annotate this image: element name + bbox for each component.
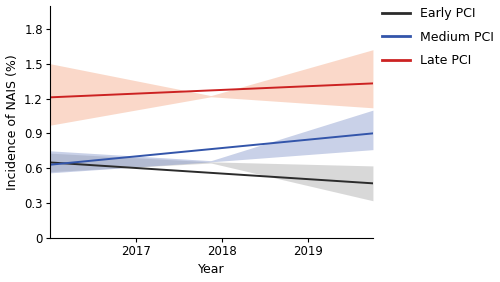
X-axis label: Year: Year bbox=[198, 263, 224, 276]
Y-axis label: Incidence of NAIS (%): Incidence of NAIS (%) bbox=[6, 54, 18, 190]
Legend: Early PCI, Medium PCI, Late PCI: Early PCI, Medium PCI, Late PCI bbox=[382, 7, 494, 67]
